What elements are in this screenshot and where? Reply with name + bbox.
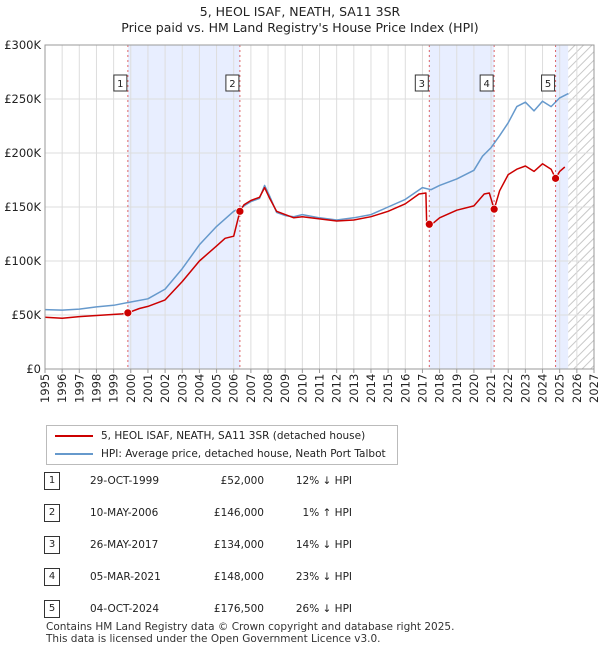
footer-copyright: Contains HM Land Registry data © Crown c… bbox=[46, 621, 455, 633]
sale-point bbox=[489, 204, 499, 214]
chart-title: 5, HEOL ISAF, NEATH, SA11 3SR bbox=[199, 4, 401, 19]
x-tick-label: 2003 bbox=[175, 374, 189, 403]
x-tick-label: 2021 bbox=[484, 374, 498, 403]
y-tick-label: £150K bbox=[4, 200, 41, 214]
x-tick-label: 1998 bbox=[89, 374, 103, 403]
sale-hpi-diff: 1% ↑ HPI bbox=[302, 507, 352, 519]
sale-row: 4 05-MAR-2021 £148,000 23% ↓ HPI bbox=[0, 568, 600, 588]
x-tick-label: 2016 bbox=[398, 374, 412, 403]
legend-swatch-hpi bbox=[55, 453, 93, 455]
legend-item-property: 5, HEOL ISAF, NEATH, SA11 3SR (detached … bbox=[55, 428, 365, 444]
x-tick-label: 2002 bbox=[158, 374, 172, 403]
sale-price: £134,000 bbox=[213, 539, 264, 551]
sale-number: 4 bbox=[44, 568, 60, 586]
price-chart: 1 2 3 4 5 £0 £50K £100K £150K £200K £250K £300K 199… bbox=[4, 38, 600, 403]
y-tick-label: £300K bbox=[4, 38, 41, 52]
legend-swatch-property bbox=[55, 435, 93, 437]
legend: 5, HEOL ISAF, NEATH, SA11 3SR (detached … bbox=[46, 425, 398, 465]
footer-note: Contains HM Land Registry data © Crown c… bbox=[46, 621, 454, 645]
y-tick-label: £200K bbox=[4, 146, 41, 160]
sale-label: 2 bbox=[229, 79, 235, 90]
x-tick-label: 1996 bbox=[55, 374, 69, 403]
sale-number: 2 bbox=[44, 504, 60, 522]
sale-row: 1 29-OCT-1999 £52,000 12% ↓ HPI bbox=[0, 472, 600, 492]
x-tick-label: 2023 bbox=[518, 374, 532, 403]
sale-label-box bbox=[479, 74, 494, 92]
chart-subtitle: Price paid vs. HM Land Registry's House … bbox=[121, 20, 479, 35]
x-tick-label: 2005 bbox=[210, 374, 224, 403]
x-tick-label: 2009 bbox=[278, 374, 292, 403]
sale-label: 1 bbox=[117, 79, 123, 90]
series-line-property bbox=[44, 163, 566, 319]
sale-date: 26-MAY-2017 bbox=[90, 539, 159, 551]
sale-row: 5 04-OCT-2024 £176,500 26% ↓ HPI bbox=[0, 600, 600, 620]
x-tick-label: 1997 bbox=[72, 374, 86, 403]
sale-date: 05-MAR-2021 bbox=[90, 571, 161, 583]
sale-point bbox=[123, 308, 133, 318]
sale-price: £146,000 bbox=[213, 507, 264, 519]
x-tick-label: 2020 bbox=[467, 374, 481, 403]
x-tick-label: 2018 bbox=[433, 374, 447, 403]
x-tick-label: 2001 bbox=[141, 374, 155, 403]
x-tick-label: 2026 bbox=[570, 374, 584, 403]
x-tick-label: 2006 bbox=[227, 374, 241, 403]
sale-label: 3 bbox=[419, 79, 425, 90]
x-tick-label: 2007 bbox=[244, 374, 258, 403]
x-tick-label: 2027 bbox=[587, 374, 600, 403]
sale-label-box bbox=[225, 74, 240, 92]
sale-date: 04-OCT-2024 bbox=[90, 603, 159, 615]
y-tick-label: £0 bbox=[26, 362, 41, 376]
sale-row: 3 26-MAY-2017 £134,000 14% ↓ HPI bbox=[0, 536, 600, 556]
sale-row: 2 10-MAY-2006 £146,000 1% ↑ HPI bbox=[0, 504, 600, 524]
legend-label-property: 5, HEOL ISAF, NEATH, SA11 3SR (detached … bbox=[101, 430, 366, 442]
sale-number: 5 bbox=[44, 600, 60, 618]
x-tick-label: 2022 bbox=[501, 374, 515, 403]
sale-point bbox=[551, 173, 560, 183]
x-tick-label: 2012 bbox=[330, 374, 344, 403]
sale-hpi-diff: 26% ↓ HPI bbox=[295, 603, 352, 615]
x-tick-label: 2019 bbox=[450, 374, 464, 403]
sale-hpi-diff: 14% ↓ HPI bbox=[295, 539, 352, 551]
x-tick-label: 1995 bbox=[38, 374, 52, 403]
sale-number: 1 bbox=[44, 472, 60, 490]
legend-item-hpi: HPI: Average price, detached house, Neat… bbox=[55, 446, 386, 462]
x-tick-label: 2025 bbox=[553, 374, 567, 403]
sale-price: £176,500 bbox=[213, 603, 264, 615]
sale-hpi-diff: 23% ↓ HPI bbox=[295, 571, 352, 583]
x-tick-label: 2014 bbox=[364, 374, 378, 403]
sale-price: £52,000 bbox=[220, 475, 264, 487]
sale-label: 4 bbox=[483, 79, 489, 90]
sale-label-box bbox=[113, 74, 128, 92]
x-tick-label: 2024 bbox=[536, 374, 550, 403]
y-tick-label: £100K bbox=[4, 254, 41, 268]
y-tick-label: £250K bbox=[4, 92, 41, 106]
sale-label-box bbox=[414, 74, 429, 92]
y-tick-label: £50K bbox=[12, 308, 42, 322]
x-tick-label: 2008 bbox=[261, 374, 275, 403]
x-tick-label: 2010 bbox=[295, 374, 309, 403]
sale-date: 10-MAY-2006 bbox=[90, 507, 159, 519]
x-tick-label: 2004 bbox=[192, 374, 206, 403]
sale-label-box bbox=[541, 74, 556, 92]
sale-date: 29-OCT-1999 bbox=[90, 475, 159, 487]
x-tick-label: 2000 bbox=[124, 374, 138, 403]
sale-price: £148,000 bbox=[213, 571, 264, 583]
x-tick-label: 2011 bbox=[313, 374, 327, 403]
sale-label: 5 bbox=[545, 79, 551, 90]
x-tick-label: 2013 bbox=[347, 374, 361, 403]
x-tick-label: 1999 bbox=[107, 374, 121, 403]
series-line-hpi bbox=[44, 92, 569, 311]
sale-point bbox=[235, 206, 245, 216]
footer-licence: This data is licensed under the Open Gov… bbox=[46, 633, 381, 645]
sale-hpi-diff: 12% ↓ HPI bbox=[295, 475, 352, 487]
x-tick-label: 2017 bbox=[415, 374, 429, 403]
legend-label-hpi: HPI: Average price, detached house, Neat… bbox=[101, 448, 386, 460]
sale-number: 3 bbox=[44, 536, 60, 554]
x-tick-label: 2015 bbox=[381, 374, 395, 403]
sale-point bbox=[424, 219, 434, 229]
